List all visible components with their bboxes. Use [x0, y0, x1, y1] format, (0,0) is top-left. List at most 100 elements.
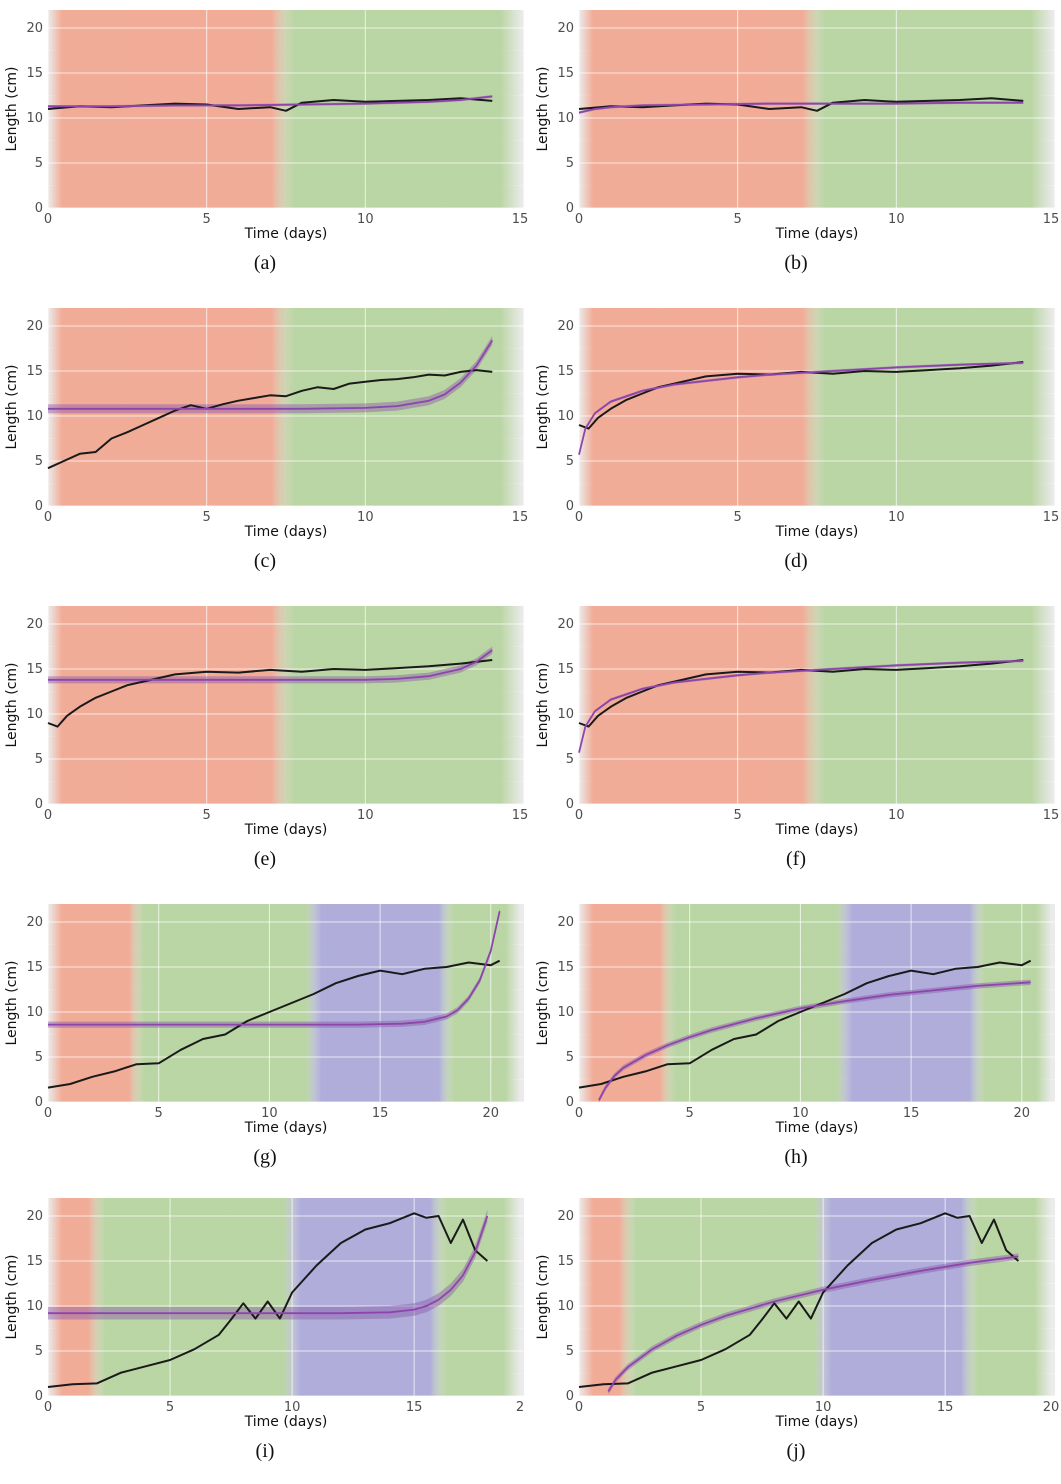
x-tick-label: 0: [44, 1106, 52, 1121]
phase-band: [271, 10, 523, 208]
phase-band: [579, 904, 676, 1102]
x-tick-label: 10: [357, 212, 374, 227]
x-tick-label: 5: [734, 510, 742, 525]
y-axis-title: Length (cm): [4, 365, 20, 450]
chart-panel-h: 0 5 10 15 20 0 5 10 15 20 Time (days) Length (cm) (h…: [531, 894, 1061, 1190]
model-fit-line: [48, 339, 494, 410]
x-tick-label: 5: [166, 1400, 174, 1415]
y-axis-title: Length (cm): [535, 365, 551, 450]
y-tick-label: 5: [566, 1050, 574, 1065]
x-tick-label: 5: [203, 808, 211, 823]
y-axis-title: Length (cm): [535, 67, 551, 152]
model-fit-line: [48, 911, 501, 1026]
x-tick-label: 15: [1043, 212, 1060, 227]
y-axis-title: Length (cm): [535, 1255, 551, 1340]
chart-svg-h: 0 5 10 15 20 0 5 10 15 20 Time (days) Length (cm): [535, 904, 1055, 1136]
x-tick-label: 5: [697, 1400, 705, 1415]
x-tick-label: 15: [512, 808, 529, 823]
measured-length-line: [578, 361, 1024, 430]
measured-length-line: [47, 959, 501, 1089]
measured-length-line: [578, 1212, 1020, 1388]
phase-band: [802, 10, 1054, 208]
x-tick-label: 0: [44, 1400, 52, 1415]
panel-caption: (j): [786, 1440, 806, 1462]
chart-svg-d: 0 5 10 15 0 5 10 15 20 Time (days) Length (cm): [535, 308, 1060, 540]
y-tick-label: 15: [26, 66, 43, 81]
x-tick-label: 10: [815, 1400, 832, 1415]
x-tick-label: 15: [937, 1400, 954, 1415]
model-fit-line: [48, 649, 493, 681]
chart-panel-g: 0 5 10 15 20 0 5 10 15 20 Time (days) Length (cm) (g…: [0, 894, 530, 1190]
model-fit-line: [578, 101, 1024, 114]
chart-svg-e: 0 5 10 15 0 5 10 15 20 Time (days) Length (cm): [4, 606, 529, 838]
y-tick-label: 0: [566, 1389, 574, 1404]
phase-band: [802, 606, 1054, 804]
measured-length-line: [578, 97, 1024, 112]
y-tick-label: 5: [566, 156, 574, 171]
x-tick-label: 0: [575, 212, 583, 227]
y-tick-label: 15: [557, 960, 574, 975]
x-axis-title: Time (days): [775, 226, 859, 242]
y-tick-label: 5: [566, 454, 574, 469]
x-axis-title: Time (days): [775, 1120, 859, 1136]
x-tick-label: 2: [516, 1400, 524, 1415]
panel-caption: (g): [253, 1146, 277, 1168]
x-tick-label: 5: [734, 212, 742, 227]
panel-caption: (h): [784, 1146, 808, 1168]
y-tick-label: 5: [35, 1050, 43, 1065]
x-tick-label: 15: [1043, 510, 1060, 525]
y-tick-label: 10: [26, 1005, 43, 1020]
chart-panel-b: 0 5 10 15 0 5 10 15 20 Time (days) Length (cm) (b): [531, 0, 1061, 296]
chart-panel-f: 0 5 10 15 0 5 10 15 20 Time (days) Length (cm) (f): [531, 596, 1061, 892]
x-axis-title: Time (days): [244, 524, 328, 540]
x-tick-label: 15: [1043, 808, 1060, 823]
x-tick-label: 20: [483, 1106, 500, 1121]
y-tick-label: 5: [566, 1344, 574, 1359]
x-tick-label: 15: [903, 1106, 920, 1121]
y-tick-label: 20: [26, 319, 43, 334]
x-tick-label: 10: [284, 1400, 301, 1415]
phase-band: [283, 1198, 448, 1396]
x-tick-label: 0: [575, 1400, 583, 1415]
y-axis-title: Length (cm): [535, 663, 551, 748]
y-axis-title: Length (cm): [4, 961, 20, 1046]
x-tick-label: 0: [44, 808, 52, 823]
phase-band: [88, 1198, 301, 1396]
y-axis-title: Length (cm): [535, 961, 551, 1046]
y-tick-label: 10: [26, 707, 43, 722]
x-axis-title: Time (days): [775, 1414, 859, 1430]
y-tick-label: 0: [566, 797, 574, 812]
phase-band: [48, 904, 145, 1102]
y-tick-label: 20: [557, 915, 574, 930]
chart-panel-e: 0 5 10 15 0 5 10 15 20 Time (days) Length (cm) (e): [0, 596, 530, 892]
x-axis-title: Time (days): [244, 822, 328, 838]
x-axis-title: Time (days): [244, 1414, 328, 1430]
x-tick-label: 10: [357, 510, 374, 525]
fit-confidence-band: [48, 335, 493, 414]
y-tick-label: 15: [26, 364, 43, 379]
panel-caption: (f): [786, 848, 806, 870]
phase-band: [969, 904, 1052, 1102]
y-tick-label: 20: [26, 915, 43, 930]
phase-band: [438, 904, 521, 1102]
chart-svg-c: 0 5 10 15 0 5 10 15 20 Time (days) Length (cm): [4, 308, 528, 540]
y-axis-title: Length (cm): [4, 67, 20, 152]
y-tick-label: 15: [557, 1254, 574, 1269]
y-tick-label: 0: [566, 201, 574, 216]
measured-length-line: [47, 659, 493, 728]
x-axis-title: Time (days): [775, 822, 859, 838]
x-axis-title: Time (days): [244, 226, 328, 242]
y-tick-label: 5: [566, 752, 574, 767]
y-tick-label: 5: [35, 454, 43, 469]
chart-panel-j: 0 5 10 15 20 0 5 10 15 20 Time (days) Length (cm) (j…: [531, 1188, 1061, 1484]
phase-band: [579, 606, 825, 804]
y-tick-label: 20: [26, 617, 43, 632]
x-tick-label: 0: [575, 808, 583, 823]
chart-svg-a: 0 5 10 15 0 5 10 15 20 Time (days) Length (cm): [4, 10, 528, 242]
phase-band: [48, 308, 294, 506]
fit-confidence-band: [598, 979, 1031, 1103]
phase-band: [579, 10, 825, 208]
phase-band: [271, 606, 523, 804]
chart-svg-g: 0 5 10 15 20 0 5 10 15 20 Time (days) Length (cm): [4, 904, 524, 1136]
measured-length-line: [47, 1212, 489, 1388]
